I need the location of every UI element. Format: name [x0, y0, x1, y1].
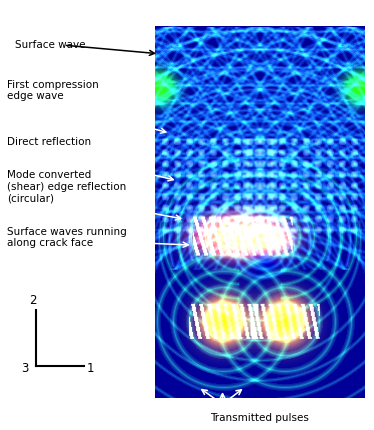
Text: 3: 3: [21, 362, 28, 375]
Text: Transmitted pulses: Transmitted pulses: [211, 413, 309, 423]
Text: Direct reflection: Direct reflection: [7, 137, 92, 147]
Text: Mode converted
(shear) edge reflection
(circular): Mode converted (shear) edge reflection (…: [7, 170, 127, 204]
Text: First compression
edge wave: First compression edge wave: [7, 80, 99, 101]
Text: 1: 1: [87, 362, 94, 375]
Text: 2: 2: [29, 295, 37, 307]
Text: Surface waves running
along crack face: Surface waves running along crack face: [7, 227, 127, 248]
Text: Surface wave: Surface wave: [15, 40, 86, 50]
